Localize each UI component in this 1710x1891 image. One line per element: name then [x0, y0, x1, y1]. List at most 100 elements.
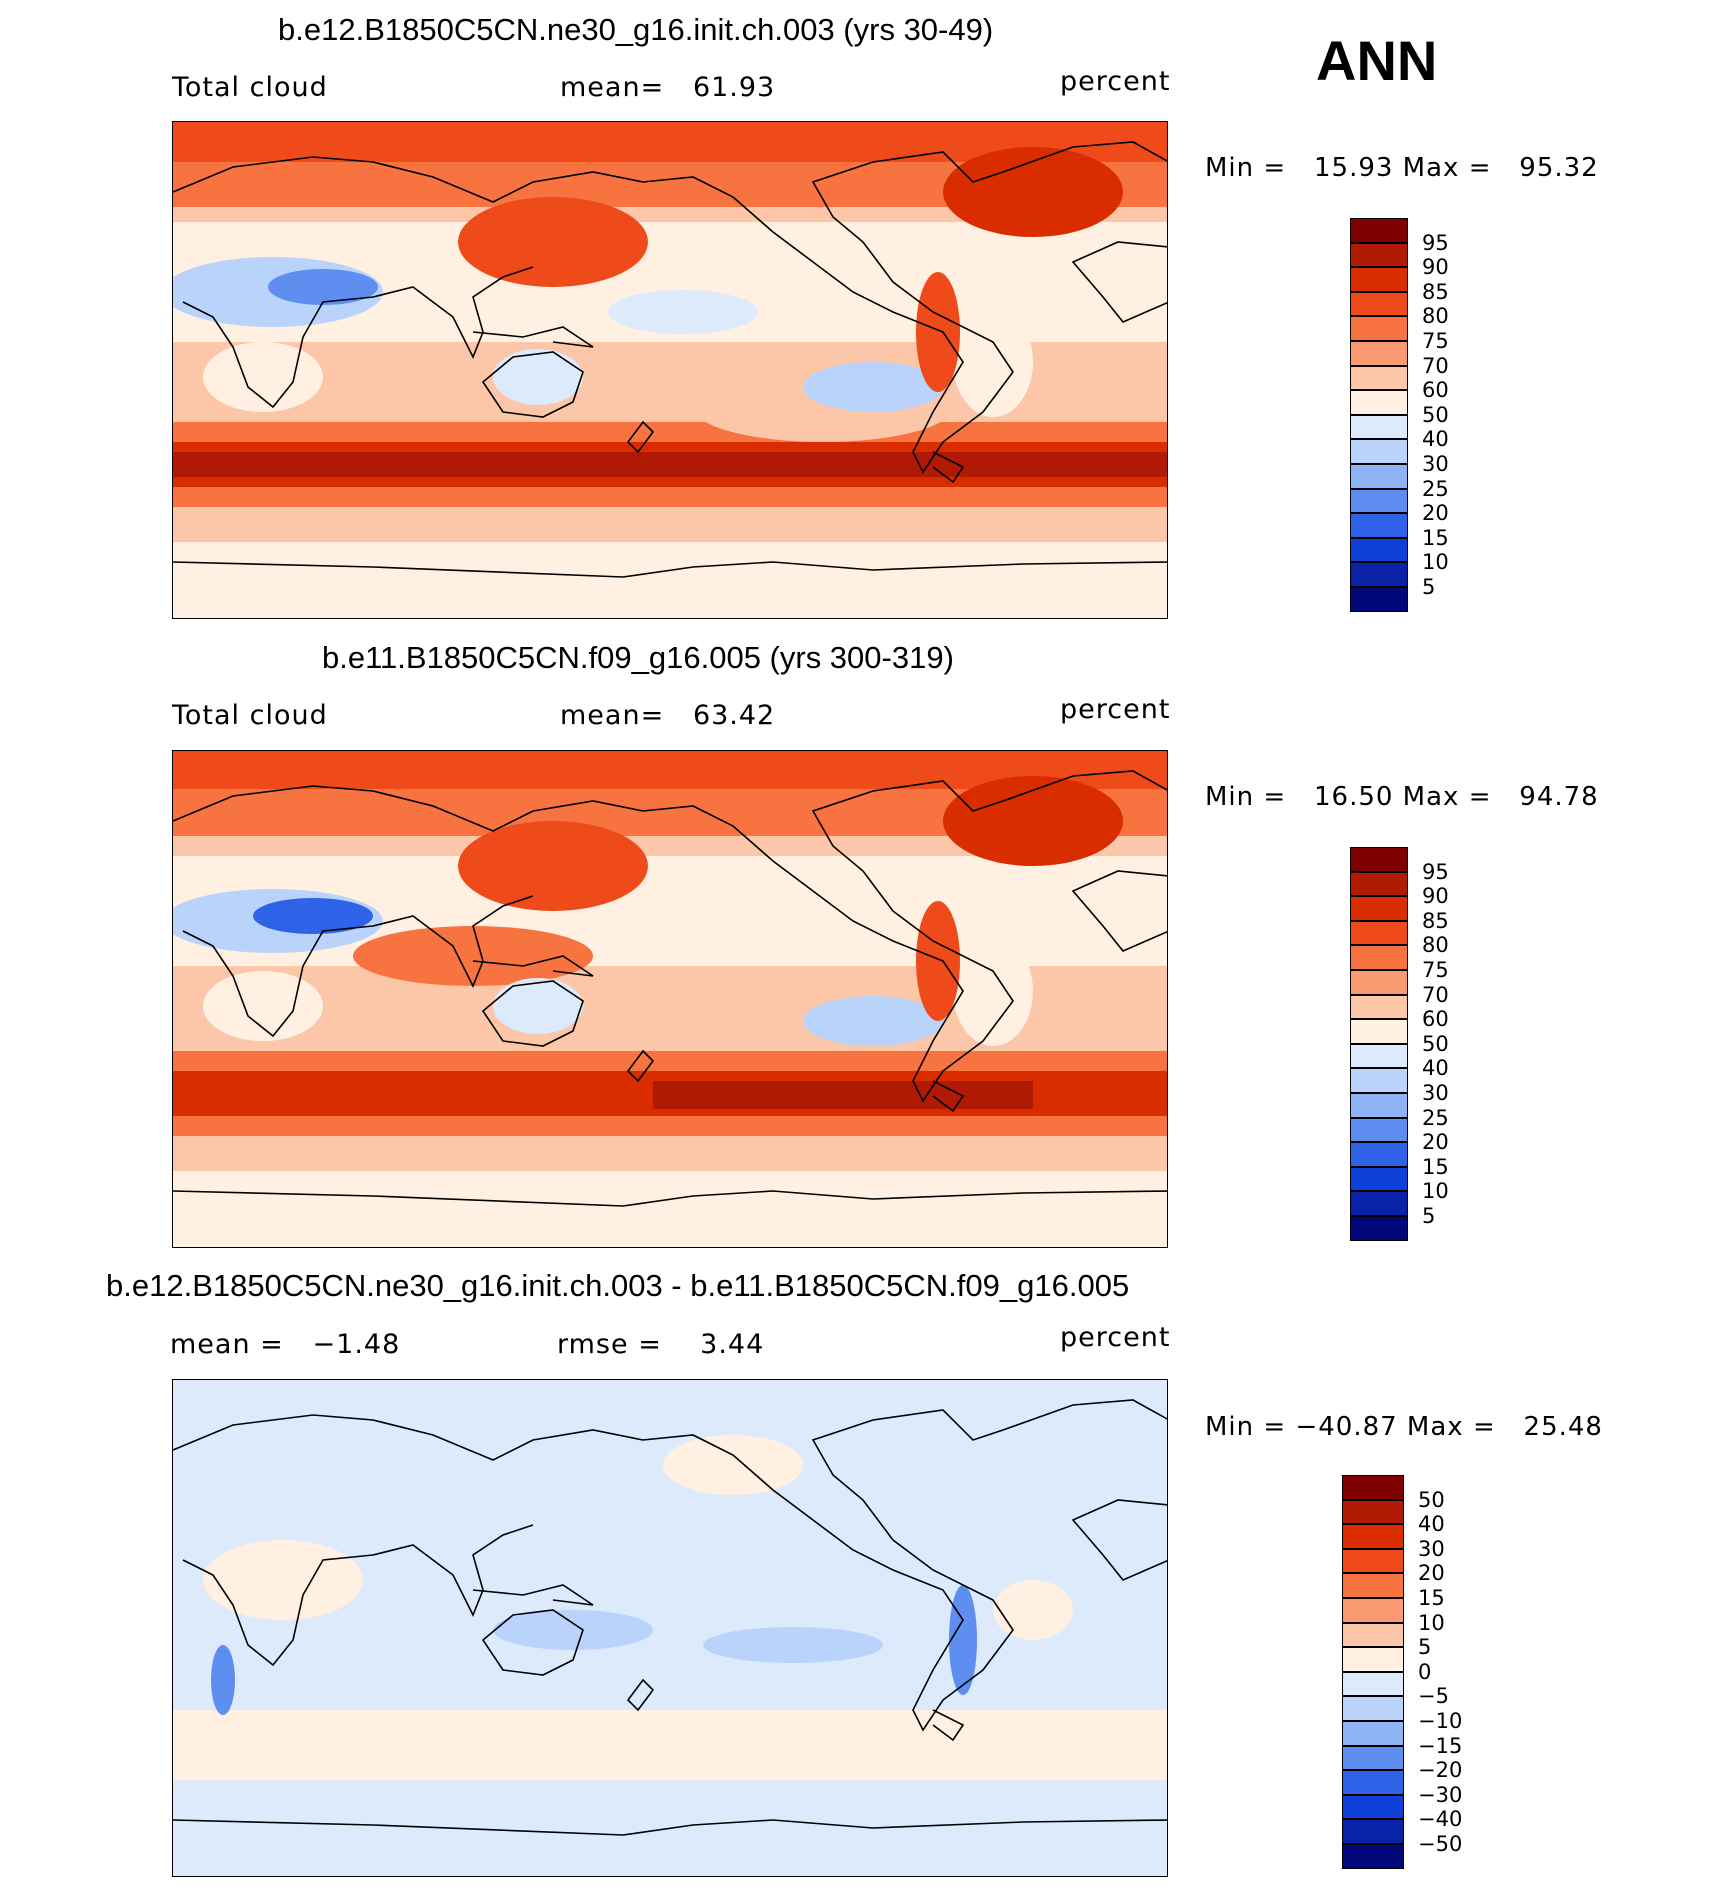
panel-3-map — [172, 1379, 1168, 1877]
panel-2-map-svg — [173, 751, 1167, 1247]
colorbar-label: 15 — [1422, 525, 1449, 550]
colorbar-label: 90 — [1422, 884, 1449, 909]
colorbar-swatch — [1350, 994, 1408, 1020]
colorbar-label: 80 — [1422, 304, 1449, 329]
colorbar-swatch — [1350, 1068, 1408, 1093]
indian-ocean-negative — [493, 1610, 653, 1650]
colorbar-swatch — [1342, 1524, 1404, 1549]
colorbar-swatch — [1342, 1475, 1404, 1500]
colorbar-swatch — [1342, 1647, 1404, 1672]
colorbar-swatch — [1350, 365, 1408, 391]
africa-land — [203, 971, 323, 1041]
colorbar-swatch — [1350, 488, 1408, 514]
n-atlantic-storm-track — [943, 147, 1123, 237]
colorbar-swatch — [1342, 1819, 1404, 1844]
colorbar-label: 75 — [1422, 958, 1449, 982]
colorbar-label: 40 — [1422, 1056, 1449, 1081]
colorbar-label: 70 — [1422, 353, 1449, 378]
colorbar-label: −5 — [1418, 1684, 1449, 1709]
colorbar-swatch — [1350, 970, 1408, 995]
colorbar-swatch — [1350, 920, 1408, 946]
colorbar-label: −15 — [1418, 1733, 1463, 1758]
colorbar-swatch — [1350, 439, 1408, 464]
africa-positive — [203, 1540, 363, 1620]
colorbar-label: 20 — [1422, 1130, 1449, 1155]
colorbar-swatch — [1350, 291, 1408, 317]
andes-negative — [949, 1585, 977, 1695]
colorbar-swatch — [1350, 1019, 1408, 1044]
panel-1-variable-label: Total cloud — [172, 72, 328, 103]
colorbar-label: 5 — [1418, 1635, 1432, 1660]
colorbar-label: 70 — [1422, 982, 1449, 1007]
colorbar-label: 95 — [1422, 859, 1449, 884]
colorbar-label: 10 — [1418, 1610, 1445, 1635]
coastlines — [173, 1399, 1167, 1836]
n-pacific-storm-track — [458, 197, 648, 287]
panel-3-colorbar: 50 40 30 20 15 10 5 0 −5 −10 −15 −20 −30 −40 −50 — [1342, 1475, 1462, 1869]
panel-3-mean-label: mean = −1.48 — [170, 1329, 401, 1360]
colorbar-label: 30 — [1422, 452, 1449, 476]
panel-2-mean-label: mean= 63.42 — [560, 700, 776, 731]
panel-1-title: b.e12.B1850C5CN.ne30_g16.init.ch.003 (yr… — [278, 12, 994, 47]
se-pacific-subtropic — [803, 362, 943, 412]
colorbar-label: 5 — [1422, 1204, 1436, 1228]
colorbar-swatch — [1342, 1622, 1404, 1648]
colorbar-label: −40 — [1418, 1807, 1463, 1832]
colorbar-label: 10 — [1422, 1179, 1449, 1204]
colorbar-label: 20 — [1418, 1561, 1445, 1586]
n-pacific-storm-track — [458, 821, 648, 911]
indian-ocean-convection — [353, 926, 593, 986]
panel-2-colorbar: 95 90 85 80 75 70 60 50 40 30 25 20 15 10 5 — [1350, 847, 1449, 1241]
panel-3-minmax: Min = −40.87 Max = 25.48 — [1205, 1412, 1603, 1442]
colorbar-label: 80 — [1422, 933, 1449, 958]
colorbar-swatch — [1342, 1499, 1404, 1525]
colorbar-label: 20 — [1422, 501, 1449, 526]
s-atlantic-positive — [993, 1580, 1073, 1640]
colorbar-swatch — [1342, 1671, 1404, 1697]
colorbar-label: 90 — [1422, 255, 1449, 280]
colorbar-swatch — [1350, 1191, 1408, 1216]
south-america-land — [953, 936, 1033, 1046]
arabia-clear-core — [253, 898, 373, 934]
colorbar-label: 30 — [1422, 1081, 1449, 1105]
colorbar-label: 25 — [1422, 476, 1449, 501]
colorbar-label: −30 — [1418, 1782, 1463, 1807]
colorbar-label: 75 — [1422, 329, 1449, 353]
south-america-land — [953, 307, 1033, 417]
panel-1-colorbar: 95 90 85 80 75 70 60 50 40 30 25 20 15 10 5 — [1350, 218, 1449, 612]
colorbar-label: 85 — [1422, 908, 1449, 933]
colorbar-label: 10 — [1422, 550, 1449, 575]
colorbar-swatch — [1350, 871, 1408, 897]
colorbar-swatch — [1350, 537, 1408, 563]
colorbar-swatch — [1342, 1696, 1404, 1721]
colorbar-label: 25 — [1422, 1105, 1449, 1130]
colorbar-swatch — [1350, 562, 1408, 587]
colorbar-label: −50 — [1418, 1832, 1463, 1856]
colorbar-swatch — [1350, 1117, 1408, 1143]
n-atlantic-storm-track — [943, 776, 1123, 866]
colorbar-swatch — [1342, 1745, 1404, 1771]
colorbar-swatch — [1350, 1166, 1408, 1192]
panel-1-mean-label: mean= 61.93 — [560, 72, 776, 103]
panel-2-units-label: percent — [1060, 694, 1171, 725]
colorbar-label: −10 — [1418, 1709, 1463, 1733]
coastlines — [173, 770, 1167, 1207]
panel-2-map — [172, 750, 1168, 1248]
coastlines — [173, 141, 1167, 578]
colorbar-label: 5 — [1422, 575, 1436, 599]
colorbar-label: 0 — [1418, 1659, 1432, 1684]
panel-1-map — [172, 121, 1168, 619]
antarctic-band — [173, 1171, 1167, 1247]
colorbar-swatch — [1350, 464, 1408, 489]
arabia-clear-core — [268, 269, 378, 305]
panel-2-variable-label: Total cloud — [172, 700, 328, 731]
colorbar-swatch — [1342, 1770, 1404, 1795]
season-label: ANN — [1316, 29, 1438, 92]
colorbar-swatch — [1350, 341, 1408, 366]
colorbar-swatch — [1350, 896, 1408, 921]
colorbar-swatch — [1342, 1794, 1404, 1820]
colorbar-swatch — [1350, 1216, 1408, 1241]
panel-2-minmax: Min = 16.50 Max = 94.78 — [1205, 782, 1599, 812]
sw-africa-negative — [211, 1645, 235, 1715]
n-pacific-positive — [663, 1435, 803, 1495]
